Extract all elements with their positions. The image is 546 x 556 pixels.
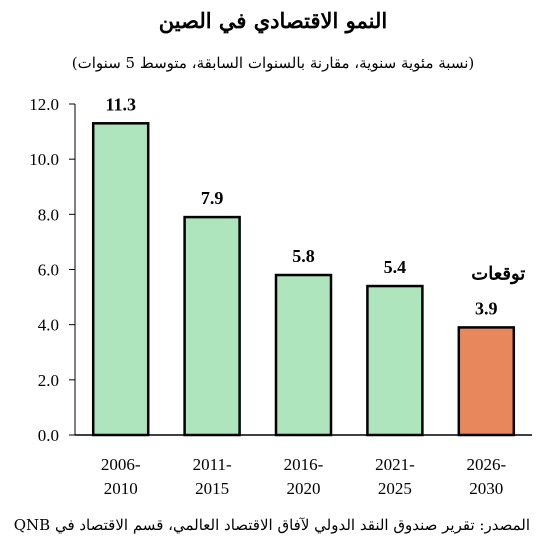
y-tick-label: 2.0 [38,371,59,390]
data-label: 7.9 [201,188,224,208]
x-tick-label: 2006- [101,455,141,474]
x-tick-label: 2011- [193,455,232,474]
x-tick-label: 2015 [195,479,229,498]
x-tick-label: 2016- [284,455,324,474]
data-label: 5.4 [384,257,407,277]
chart-title: النمو الاقتصادي في الصين [158,8,388,33]
x-tick-label: 2026- [466,455,506,474]
bar [91,122,150,437]
data-label: 3.9 [475,298,498,318]
y-tick-label: 12.0 [29,95,59,114]
y-tick-label: 0.0 [38,426,59,445]
x-tick-label: 2010 [104,479,138,498]
bar [183,215,241,437]
y-tick-label: 6.0 [38,261,59,280]
y-tick-label: 4.0 [38,316,59,335]
data-label: 5.8 [292,246,315,266]
bar [366,284,424,437]
forecast-bar [457,326,516,437]
y-tick-label: 8.0 [38,205,59,224]
bar [274,273,333,437]
chart-subtitle: (نسبة مئوية سنوية، مقارنة بالسنوات الساب… [71,54,475,72]
forecast-annotation: توقعات [471,263,525,284]
x-tick-label: 2025 [378,479,412,498]
y-tick-label: 10.0 [29,150,59,169]
data-label: 11.3 [105,94,136,114]
x-tick-label: 2020 [287,479,321,498]
x-tick-label: 2021- [375,455,415,474]
source-note: المصدر: تقرير صندوق النقد الدولي لآفاق ا… [13,516,530,534]
x-tick-label: 2030 [469,479,503,498]
